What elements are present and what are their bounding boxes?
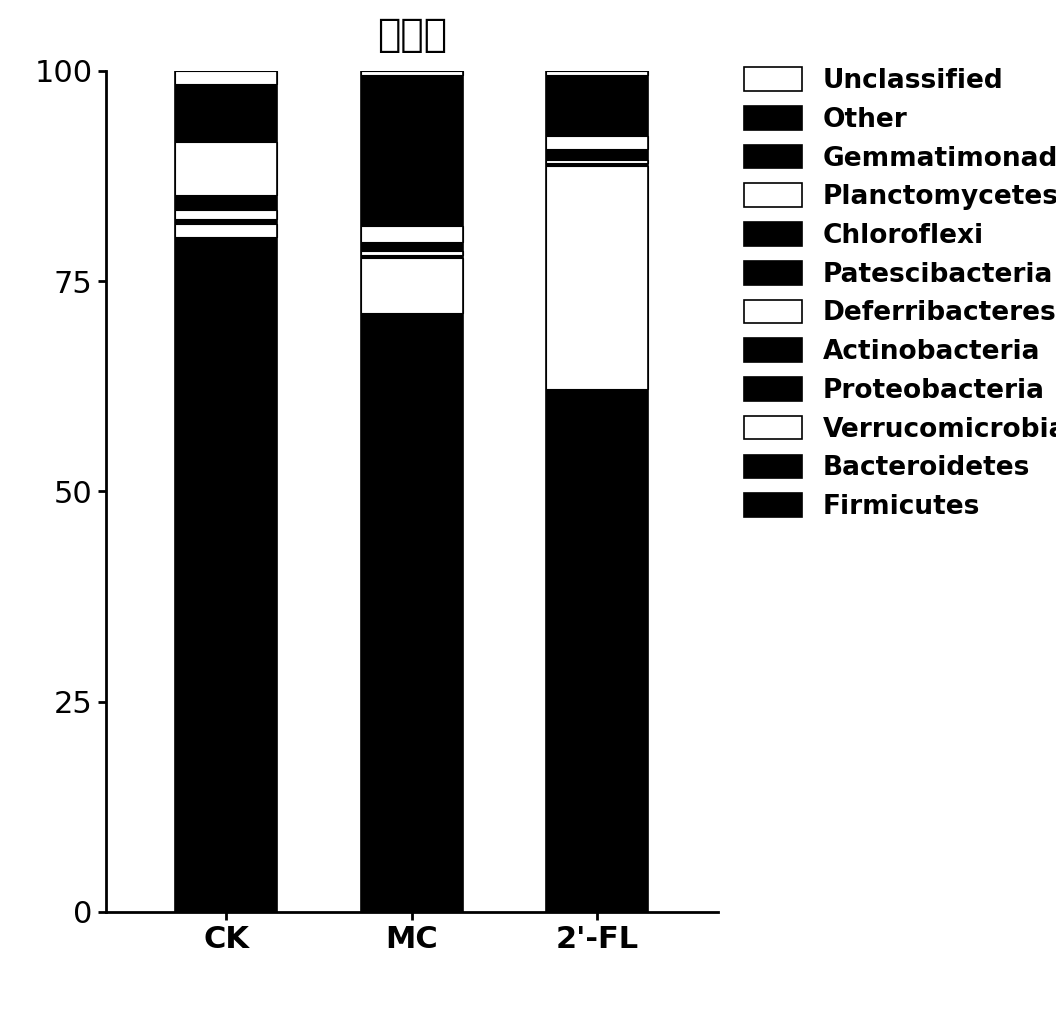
Title: 门水平: 门水平 [377,16,447,54]
Bar [546,152,648,160]
Bar [175,224,278,237]
Bar [546,128,648,137]
Bar [546,166,648,389]
Bar [361,71,463,75]
Bar [361,315,463,912]
Bar [175,130,278,143]
Bar [361,71,463,912]
Bar [361,75,463,218]
Bar [175,196,278,198]
Bar [361,255,463,256]
Bar [361,218,463,227]
Legend: Unclassified, Other, Gemmatimonadetes, Planctomycetes, Chloroflexi, Patescibacte: Unclassified, Other, Gemmatimonadetes, P… [743,67,1056,520]
Bar [361,241,463,244]
Bar [546,160,648,162]
Bar [361,313,463,315]
Bar [361,244,463,251]
Bar [175,239,278,912]
Bar [361,251,463,255]
Bar [175,237,278,239]
Bar [175,143,278,196]
Bar [546,71,648,912]
Bar [175,211,278,219]
Bar [175,71,278,912]
Bar [175,222,278,224]
Bar [361,256,463,258]
Bar [546,164,648,166]
Bar [546,137,648,149]
Bar [361,258,463,313]
Bar [546,162,648,164]
Bar [175,198,278,211]
Bar [546,390,648,912]
Bar [175,71,278,83]
Bar [175,83,278,130]
Bar [546,71,648,75]
Bar [175,219,278,222]
Bar [546,389,648,390]
Bar [546,149,648,152]
Bar [361,227,463,241]
Bar [546,75,648,128]
